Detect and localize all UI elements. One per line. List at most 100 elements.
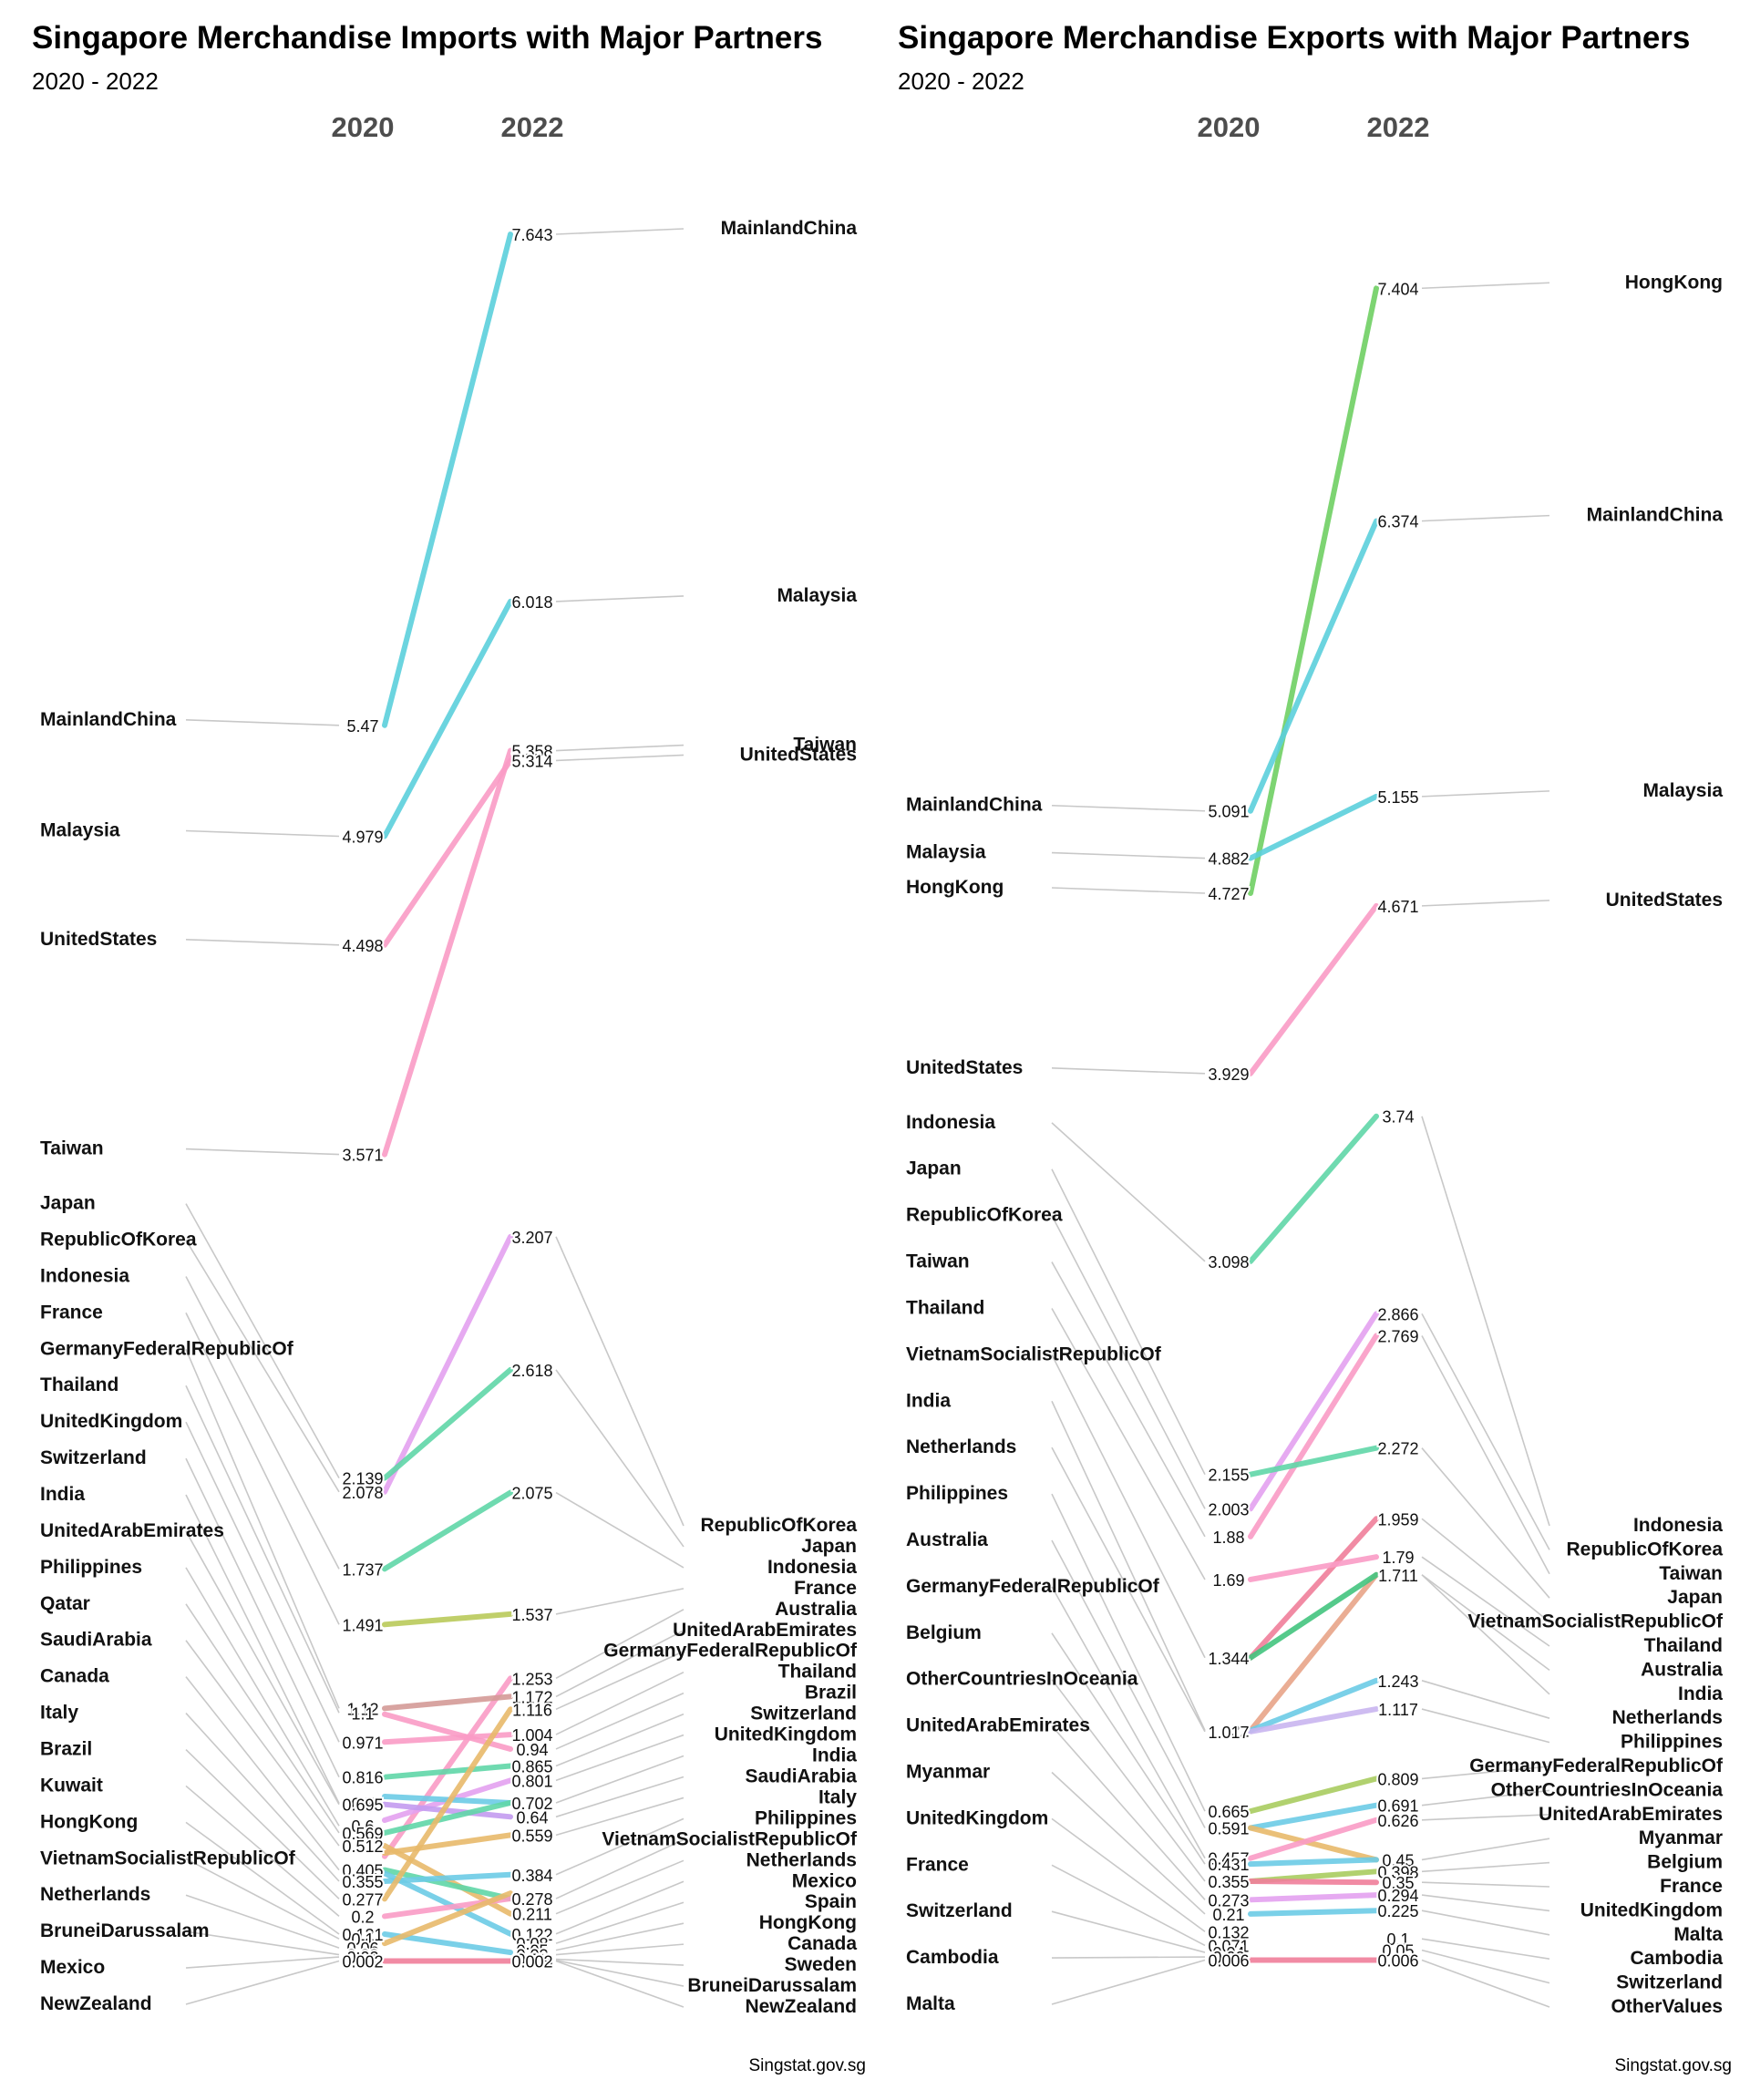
exports-series-line-united-states bbox=[1248, 902, 1379, 1076]
imports-value-2020-italy: 0.355 bbox=[342, 1873, 383, 1891]
exports-name-2020-germany-federal-republic-of: GermanyFederalRepublicOf bbox=[906, 1576, 1160, 1597]
exports-series-line-republic-of-korea bbox=[1248, 1311, 1379, 1512]
exports-name-2020-belgium: Belgium bbox=[906, 1622, 982, 1643]
imports-connector-2020-republic-of-korea bbox=[185, 1240, 340, 1493]
imports-series-lines bbox=[382, 232, 513, 1964]
imports-name-2022-canada: Canada bbox=[788, 1933, 857, 1954]
exports-source-caption: Singstat.gov.sg bbox=[1614, 2056, 1732, 2075]
exports-value-2020-other-countries-in-oceania: 0.355 bbox=[1208, 1873, 1249, 1891]
imports-series-line-thailand bbox=[382, 1693, 513, 1712]
imports-name-2022-new-zealand: NewZealand bbox=[745, 1996, 857, 2017]
imports-value-2020-kuwait: 0.2 bbox=[351, 1908, 374, 1926]
imports-source-caption: Singstat.gov.sg bbox=[748, 2056, 866, 2075]
exports-connector-2022-myanmar bbox=[1421, 1838, 1550, 1861]
imports-value-2020-taiwan: 3.571 bbox=[342, 1147, 383, 1165]
imports-value-2022-united-kingdom: 0.801 bbox=[511, 1772, 552, 1790]
imports-connector-2020-japan bbox=[185, 1203, 340, 1479]
imports-series-line-switzerland bbox=[382, 1732, 513, 1745]
imports-connector-2022-new-zealand bbox=[555, 1960, 685, 2008]
imports-value-2020-thailand: 1.1 bbox=[351, 1704, 374, 1723]
exports-name-2022-malaysia: Malaysia bbox=[1642, 780, 1723, 801]
exports-connector-2020-france bbox=[1051, 1864, 1206, 1947]
imports-name-2020-netherlands: Netherlands bbox=[40, 1884, 150, 1905]
imports-value-2022-vietnam-socialist-republic-of: 0.278 bbox=[511, 1890, 552, 1909]
imports-connector-2020-brunei-darussalam bbox=[185, 1930, 340, 1956]
imports-value-2022-united-states: 5.314 bbox=[511, 752, 552, 770]
exports-name-2020-malaysia: Malaysia bbox=[906, 842, 986, 863]
imports-connector-2022-hong-kong bbox=[555, 1922, 685, 1951]
imports-connector-2022-malaysia bbox=[555, 595, 685, 602]
imports-name-2020-germany-federal-republic-of: GermanyFederalRepublicOf bbox=[40, 1338, 294, 1359]
exports-name-2022-australia: Australia bbox=[1641, 1659, 1723, 1680]
exports-connector-2020-japan bbox=[1051, 1168, 1206, 1476]
imports-connector-2022-vietnam-socialist-republic-of bbox=[555, 1838, 685, 1899]
exports-name-2020-australia: Australia bbox=[906, 1529, 988, 1550]
imports-name-2020-hong-kong: HongKong bbox=[40, 1811, 138, 1832]
imports-name-2020-indonesia: Indonesia bbox=[40, 1265, 129, 1286]
imports-value-2020-germany-federal-republic-of: 1.12 bbox=[346, 1700, 378, 1718]
exports-value-2022-thailand: 1.79 bbox=[1382, 1549, 1414, 1567]
exports-connector-2022-united-states bbox=[1421, 900, 1550, 907]
exports-connector-2020-united-arab-emirates bbox=[1051, 1725, 1206, 1900]
imports-name-2020-malaysia: Malaysia bbox=[40, 820, 120, 841]
imports-connector-2020-qatar bbox=[185, 1603, 340, 1834]
imports-connector-2022-australia bbox=[555, 1609, 685, 1680]
exports-value-2020-republic-of-korea: 2.003 bbox=[1208, 1500, 1249, 1518]
imports-value-2022-republic-of-korea: 3.207 bbox=[511, 1229, 552, 1247]
imports-name-2022-indonesia: Indonesia bbox=[767, 1557, 857, 1578]
exports-name-2022-hong-kong: HongKong bbox=[1625, 272, 1723, 293]
exports-value-2022-vietnam-socialist-republic-of: 1.959 bbox=[1377, 1510, 1418, 1529]
exports-value-2020-united-arab-emirates: 0.273 bbox=[1208, 1891, 1249, 1910]
exports-connector-2022-hong-kong bbox=[1421, 282, 1550, 290]
exports-series-line-switzerland bbox=[1248, 1892, 1379, 1903]
exports-year-header-2022: 2022 bbox=[1367, 111, 1430, 143]
imports-value-2020-japan: 2.139 bbox=[342, 1470, 383, 1488]
imports-value-2022-canada: 0.03 bbox=[516, 1947, 548, 1965]
imports-name-2022-united-states: UnitedStates bbox=[740, 744, 857, 765]
exports-value-2020-philippines: 0.665 bbox=[1208, 1803, 1249, 1821]
exports-value-2022-malaysia: 5.155 bbox=[1377, 788, 1418, 807]
imports-value-2022-brazil: 0.94 bbox=[516, 1741, 548, 1759]
imports-labels: 2020 2022 MainlandChina 5.47 Malaysia 4.979 Un… bbox=[40, 111, 858, 2017]
imports-connector-2020-saudi-arabia bbox=[185, 1640, 340, 1847]
exports-slope-chart: 2020 2022 MainlandChina 5.091 Malaysia 4.882 H… bbox=[906, 111, 1724, 2017]
imports-connector-2022-united-states bbox=[555, 754, 685, 762]
imports-value-2022-italy: 0.559 bbox=[511, 1827, 552, 1845]
exports-name-2020-thailand: Thailand bbox=[906, 1297, 984, 1318]
imports-connector-2022-brazil bbox=[555, 1692, 685, 1750]
imports-value-2020-republic-of-korea: 2.078 bbox=[342, 1484, 383, 1502]
exports-value-2022-republic-of-korea: 2.866 bbox=[1377, 1305, 1418, 1323]
exports-value-2020-australia: 0.591 bbox=[1208, 1819, 1249, 1838]
exports-series-line-cambodia bbox=[1248, 1908, 1379, 1917]
imports-connector-2020-thailand bbox=[185, 1385, 340, 1714]
imports-value-2020-saudi-arabia: 0.512 bbox=[342, 1838, 383, 1856]
exports-connector-2022-taiwan bbox=[1421, 1335, 1550, 1575]
exports-value-2022-mainland-china: 6.374 bbox=[1377, 513, 1418, 531]
exports-connector-2020-netherlands bbox=[1051, 1446, 1206, 1733]
imports-value-2020-united-arab-emirates: 0.695 bbox=[342, 1796, 383, 1815]
exports-value-2020-thailand: 1.69 bbox=[1212, 1571, 1244, 1590]
imports-name-2022-germany-federal-republic-of: GermanyFederalRepublicOf bbox=[603, 1641, 858, 1662]
exports-title: Singapore Merchandise Exports with Major… bbox=[898, 20, 1691, 56]
imports-value-2020-switzerland: 0.816 bbox=[342, 1769, 383, 1787]
exports-connector-2022-united-kingdom bbox=[1421, 1894, 1550, 1912]
exports-value-2020-netherlands: 1.017 bbox=[1208, 1724, 1249, 1742]
imports-name-2020-switzerland: Switzerland bbox=[40, 1447, 147, 1468]
exports-name-2020-other-countries-in-oceania: OtherCountriesInOceania bbox=[906, 1669, 1138, 1690]
exports-connector-2020-republic-of-korea bbox=[1051, 1215, 1206, 1509]
imports-connector-2022-canada bbox=[555, 1943, 685, 1956]
imports-series-line-hong-kong bbox=[382, 1871, 513, 1884]
exports-name-2022-taiwan: Taiwan bbox=[1659, 1563, 1723, 1584]
imports-value-2022-mainland-china: 7.643 bbox=[511, 226, 552, 244]
imports-name-2022-australia: Australia bbox=[775, 1599, 857, 1620]
imports-connector-2020-united-arab-emirates bbox=[185, 1530, 340, 1806]
imports-name-2020-japan: Japan bbox=[40, 1193, 96, 1214]
exports-name-2020-malta: Malta bbox=[906, 1993, 955, 2014]
imports-name-2020-india: India bbox=[40, 1484, 85, 1505]
exports-name-2022-france: France bbox=[1660, 1876, 1723, 1897]
exports-value-2022-cambodia: 0.1 bbox=[1386, 1930, 1409, 1949]
exports-series-line-other-countries-in-oceania bbox=[1248, 1802, 1379, 1831]
imports-value-2020-netherlands: 0.06 bbox=[346, 1940, 378, 1958]
imports-value-2020-hong-kong: 0.121 bbox=[342, 1926, 383, 1944]
imports-name-2020-united-states: UnitedStates bbox=[40, 929, 157, 950]
